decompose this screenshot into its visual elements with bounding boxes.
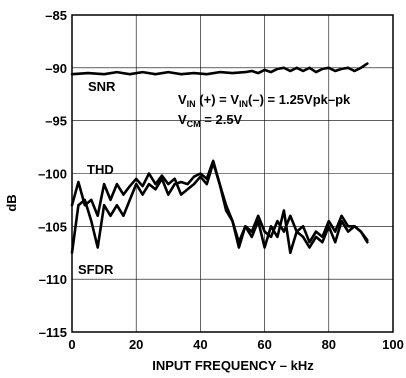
series-line-snr: [70, 62, 369, 76]
x-tick-labels: 0 20 40 60 80 100: [68, 337, 403, 352]
y-tick-label: –115: [39, 325, 67, 340]
x-tick-label: 20: [129, 337, 143, 352]
x-axis-label: INPUT FREQUENCY – kHz: [152, 358, 314, 373]
y-axis-label: dB: [4, 194, 19, 211]
vin-condition-annotation: VIN (+) = VIN(–) = 1.25Vpk–pk: [178, 92, 351, 109]
thd-series-label: THD: [87, 162, 114, 177]
x-tick-label: 100: [382, 337, 404, 352]
y-tick-label: –95: [45, 114, 67, 129]
y-tick-label: –85: [45, 8, 67, 23]
x-tick-label: 80: [322, 337, 336, 352]
y-tick-label: –110: [39, 272, 67, 287]
plot-frame: [71, 14, 394, 333]
y-tick-label: –100: [38, 167, 67, 182]
snr-series-label: SNR: [88, 79, 116, 94]
y-tick-labels: –85 –90 –95 –100 –105 –110 –115: [38, 8, 67, 340]
y-tick-label: –90: [45, 61, 67, 76]
series-line-sfdr: [70, 159, 369, 255]
x-tick-label: 60: [257, 337, 271, 352]
y-tick-label: –105: [38, 219, 67, 234]
x-tick-label: 0: [68, 337, 75, 352]
x-tick-label: 40: [193, 337, 207, 352]
vcm-condition-annotation: VCM = 2.5V: [178, 112, 243, 129]
sfdr-series-label: SFDR: [78, 262, 114, 277]
series-group: [70, 62, 369, 255]
